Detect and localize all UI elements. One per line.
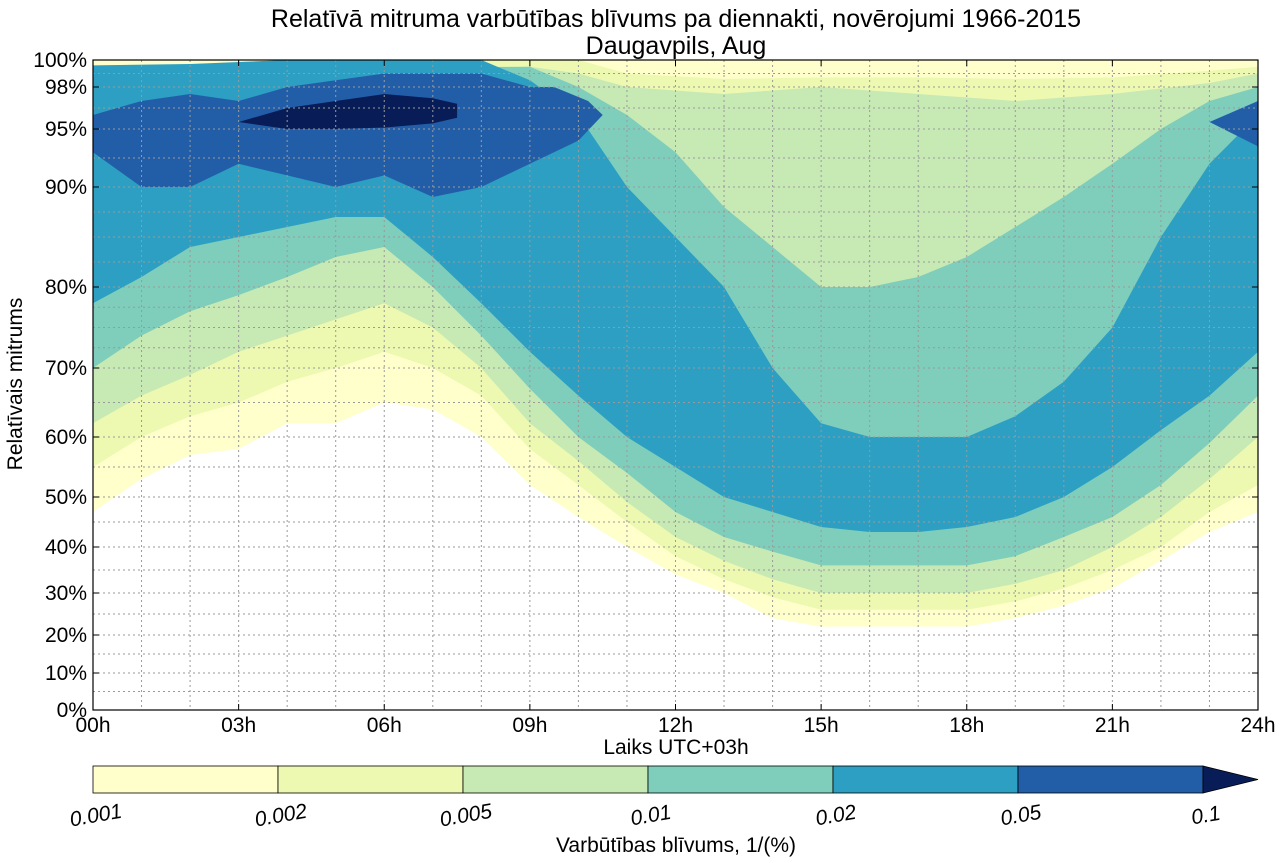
colorbar-segment bbox=[647, 765, 834, 794]
contour-band-0.05b bbox=[1209, 101, 1258, 147]
y-tick-label: 80% bbox=[45, 276, 87, 299]
colorbar-extend-arrow bbox=[1202, 765, 1259, 794]
x-axis-label: Laiks UTC+03h bbox=[603, 736, 748, 759]
colorbar-tick-label: 0.005 bbox=[438, 800, 494, 832]
x-tick-label: 00h bbox=[75, 714, 110, 737]
contour-band-0.05 bbox=[93, 73, 603, 197]
x-tick-label: 24h bbox=[1240, 714, 1275, 737]
chart-subtitle: Daugavpils, Aug bbox=[586, 32, 767, 60]
colorbar-segment bbox=[832, 765, 1019, 794]
x-tick-label: 21h bbox=[1095, 714, 1130, 737]
y-axis-ticks: 0% 10% 20% 30% 40% 50% 60% 70% 80% 90% 95% 98% 100% bbox=[33, 49, 1258, 722]
colorbar-tick-label: 0.001 bbox=[68, 800, 124, 832]
x-tick-label: 12h bbox=[658, 714, 693, 737]
colorbar-tick-label: 0.002 bbox=[253, 800, 309, 832]
y-tick-label: 50% bbox=[45, 486, 87, 509]
x-tick-label: 09h bbox=[512, 714, 547, 737]
y-tick-label: 100% bbox=[33, 49, 87, 72]
colorbar-tick-label: 0.05 bbox=[999, 801, 1044, 831]
colorbar-tick-label: 0.01 bbox=[629, 801, 673, 831]
grid-lines bbox=[93, 60, 1258, 710]
y-tick-label: 90% bbox=[45, 176, 87, 199]
contour-band-0.1 bbox=[238, 94, 458, 129]
colorbar-tick-label: 0.02 bbox=[814, 801, 859, 831]
colorbar-segment bbox=[462, 765, 649, 794]
x-tick-label: 18h bbox=[949, 714, 984, 737]
x-tick-label: 06h bbox=[367, 714, 402, 737]
y-tick-label: 10% bbox=[45, 662, 87, 685]
y-tick-label: 20% bbox=[45, 624, 87, 647]
colorbar-segment bbox=[277, 765, 464, 794]
y-tick-label: 0% bbox=[57, 699, 87, 722]
x-tick-label: 03h bbox=[221, 714, 256, 737]
chart-title: Relatīvā mitruma varbūtības blīvums pa d… bbox=[271, 5, 1081, 33]
colorbar-tick-label: 0.1 bbox=[1189, 802, 1222, 830]
colorbar: 0.001 0.002 0.005 0.01 0.02 0.05 0.1 bbox=[68, 765, 1259, 832]
colorbar-segment bbox=[92, 765, 279, 794]
colorbar-segment bbox=[1017, 765, 1204, 794]
colorbar-label: Varbūtības blīvums, 1/(%) bbox=[556, 834, 796, 857]
y-tick-label: 70% bbox=[45, 357, 87, 380]
y-tick-label: 60% bbox=[45, 426, 87, 449]
x-tick-label: 15h bbox=[804, 714, 839, 737]
y-tick-label: 40% bbox=[45, 536, 87, 559]
y-tick-label: 30% bbox=[45, 582, 87, 605]
x-axis-ticks: 00h 03h 06h 09h 12h 15h 18h 21h 24h bbox=[75, 60, 1276, 737]
y-axis-label: Relatīvais mitrums bbox=[4, 298, 27, 471]
y-tick-label: 95% bbox=[45, 118, 87, 141]
y-tick-label: 98% bbox=[45, 76, 87, 99]
